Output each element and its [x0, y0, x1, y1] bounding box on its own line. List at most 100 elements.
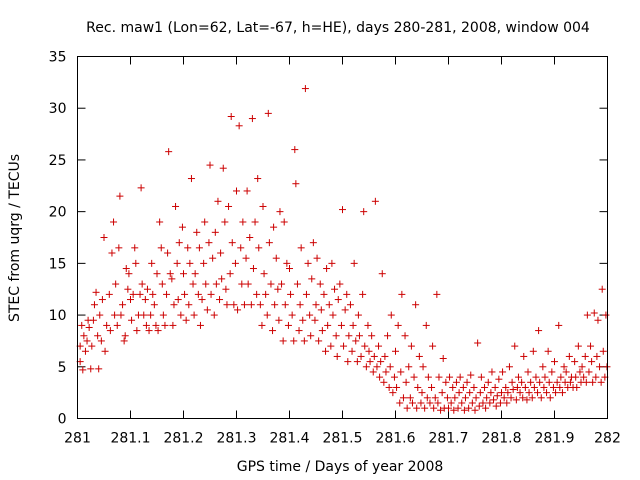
data-point: [354, 311, 362, 319]
data-point: [259, 202, 267, 210]
data-point: [468, 399, 476, 407]
data-point: [496, 399, 504, 407]
data-point: [235, 122, 243, 130]
data-point: [581, 352, 589, 360]
data-point: [207, 290, 215, 298]
data-point: [182, 316, 190, 324]
data-point: [479, 399, 487, 407]
data-point: [100, 234, 108, 241]
data-point: [278, 280, 286, 288]
data-point: [325, 301, 333, 309]
data-point: [573, 383, 581, 391]
data-point: [353, 358, 361, 366]
data-point: [128, 316, 136, 324]
data-point: [362, 363, 370, 371]
data-point: [234, 306, 242, 314]
data-point: [341, 306, 349, 314]
data-point: [509, 386, 517, 394]
data-point: [389, 389, 397, 397]
data-point: [433, 290, 441, 298]
data-point: [106, 327, 114, 335]
data-point: [488, 368, 496, 376]
data-point: [302, 290, 310, 298]
data-point: [487, 389, 495, 397]
data-point: [322, 347, 330, 355]
data-point: [401, 332, 409, 340]
data-point: [253, 290, 261, 298]
data-points: [76, 85, 611, 414]
data-point: [214, 197, 222, 205]
data-point: [399, 394, 407, 402]
data-point: [532, 373, 540, 381]
data-point: [422, 321, 430, 329]
data-point: [552, 389, 560, 397]
data-point: [430, 404, 438, 412]
data-point: [85, 323, 93, 331]
y-tick-label: 5: [58, 360, 67, 376]
data-point: [435, 373, 443, 381]
data-point: [349, 321, 357, 329]
data-point: [219, 164, 227, 172]
data-point: [528, 394, 536, 402]
data-point: [153, 270, 161, 278]
data-point: [187, 175, 195, 183]
data-point: [131, 244, 139, 252]
data-point: [262, 290, 270, 298]
data-point: [217, 249, 225, 257]
data-point: [267, 280, 275, 288]
data-point: [346, 301, 354, 309]
data-point: [287, 290, 295, 298]
data-point: [150, 301, 158, 309]
data-point: [355, 332, 363, 340]
data-point: [239, 218, 247, 226]
data-point: [163, 290, 171, 298]
data-point: [471, 406, 479, 414]
data-point: [588, 358, 596, 366]
data-point: [519, 394, 527, 402]
data-point: [589, 378, 597, 386]
data-point: [560, 363, 568, 371]
data-point: [402, 378, 410, 386]
data-point: [212, 280, 220, 288]
data-point: [406, 394, 414, 402]
data-point: [292, 180, 300, 188]
data-point: [140, 311, 148, 319]
data-point: [437, 406, 445, 414]
data-point: [260, 270, 268, 278]
data-point: [378, 270, 386, 278]
data-point: [502, 383, 510, 391]
data-point: [439, 355, 447, 363]
data-point: [345, 332, 353, 340]
data-point: [385, 383, 393, 391]
data-point: [545, 378, 553, 386]
data-point: [491, 383, 499, 391]
data-point: [483, 394, 491, 402]
data-point: [394, 321, 402, 329]
data-point: [138, 280, 146, 288]
data-point: [405, 363, 413, 371]
data-point: [216, 296, 224, 304]
data-point: [603, 363, 611, 371]
data-point: [486, 399, 494, 407]
data-point: [482, 404, 490, 412]
data-point: [481, 383, 489, 391]
data-point: [177, 311, 185, 319]
data-point: [180, 270, 187, 278]
data-point: [211, 228, 219, 236]
data-point: [246, 234, 254, 241]
data-point: [371, 197, 379, 205]
data-point: [115, 244, 123, 252]
data-point: [316, 280, 324, 288]
data-point: [596, 363, 604, 371]
data-point: [370, 352, 378, 360]
data-point: [222, 285, 230, 293]
data-point: [164, 249, 172, 257]
data-point: [414, 383, 422, 391]
data-point: [159, 311, 167, 319]
data-point: [275, 316, 283, 324]
data-point: [558, 389, 566, 397]
x-tick-label: 281.5: [322, 431, 362, 447]
data-point: [369, 368, 377, 376]
data-point: [108, 249, 116, 257]
data-point: [456, 373, 464, 381]
